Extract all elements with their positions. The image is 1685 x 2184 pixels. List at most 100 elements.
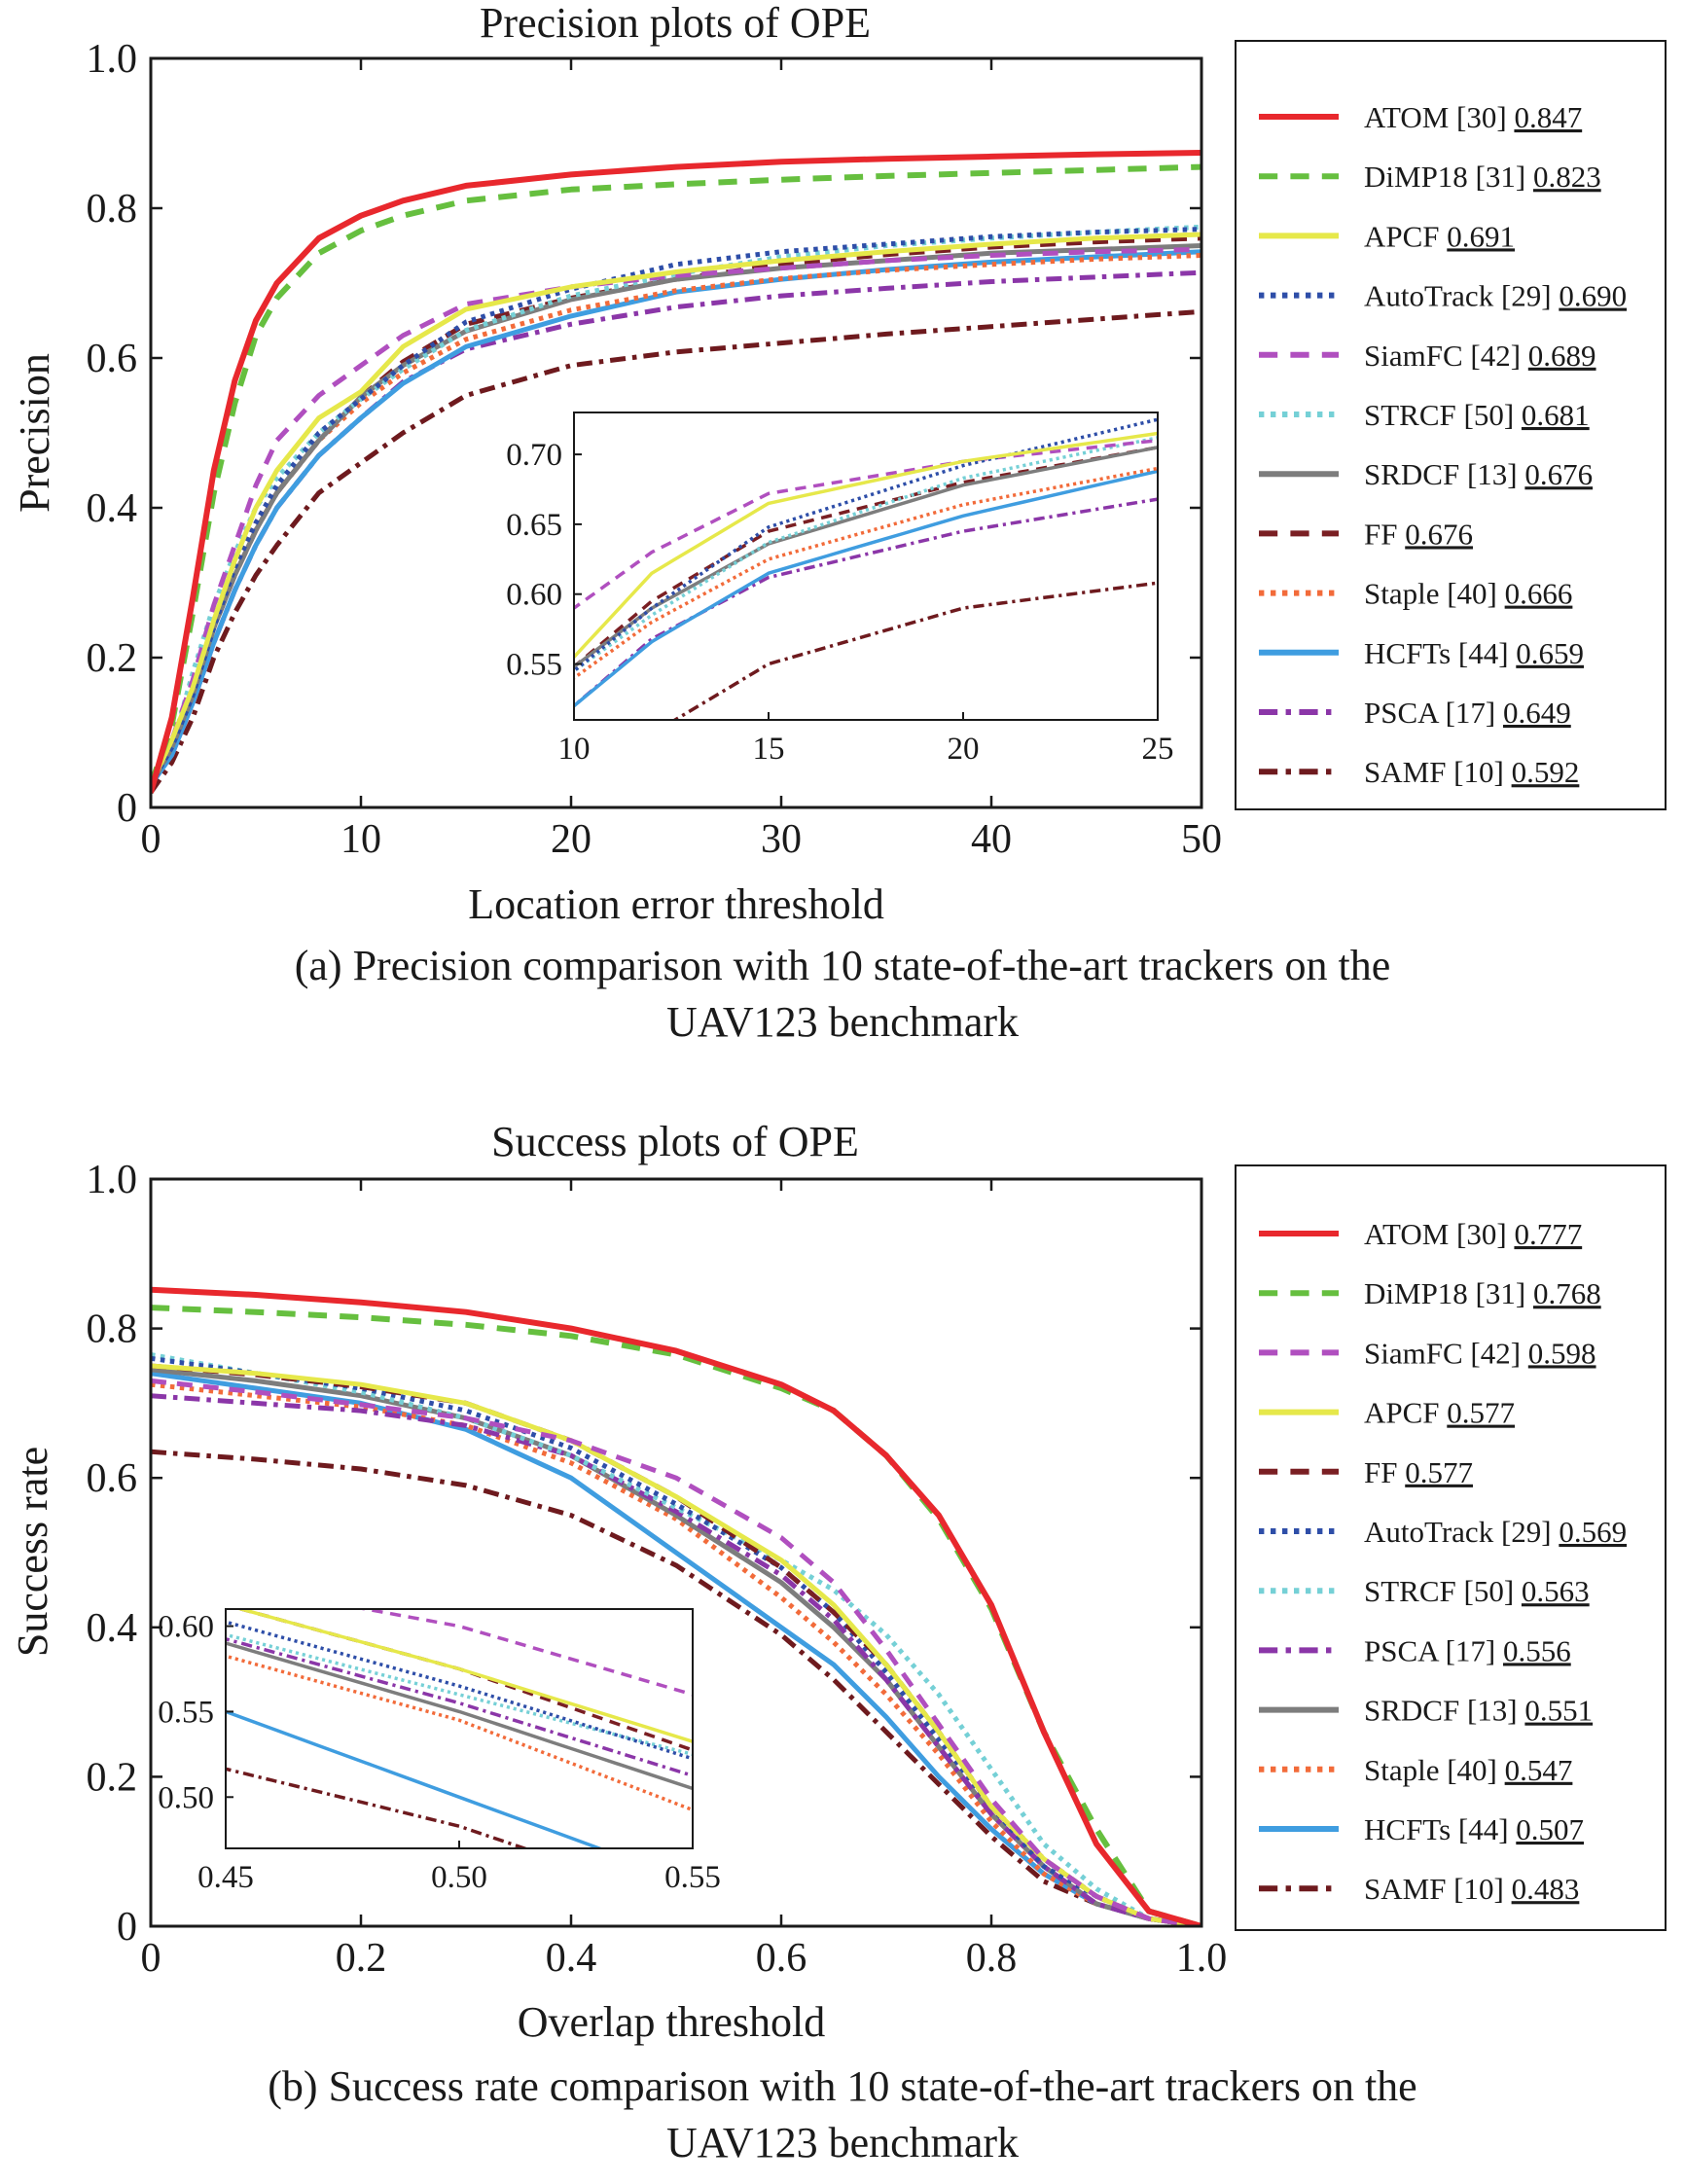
inset-line-hcfts [226,1709,605,1848]
inset-x-tick-label: 10 [558,732,591,767]
series-line-srdcf [151,1367,1201,1926]
legend-score: 0.483 [1512,1872,1580,1906]
series-line-hcfts [151,249,1201,787]
legend-label: APCF 0.691 [1364,219,1515,253]
legend-label: Staple [40] 0.666 [1364,577,1572,611]
legend-score: 0.691 [1447,219,1515,253]
legend-score: 0.598 [1528,1336,1596,1370]
caption-b-line2: UAV123 benchmark [665,2119,1020,2166]
chart-a-plot-area [151,150,1201,795]
y-tick-label: 0.6 [87,337,138,381]
legend-label: SRDCF [13] 0.551 [1364,1694,1593,1728]
inset-y-tick-label: 0.55 [158,1695,214,1730]
legend-item-apcf: APCF 0.691 [1259,219,1515,253]
y-tick-label: 0.4 [87,1606,138,1651]
legend-item-ff: FF 0.577 [1259,1455,1473,1489]
inset-y-tick-label: 0.60 [158,1610,214,1645]
legend-item-dimp18: DiMP18 [31] 0.768 [1259,1276,1601,1310]
legend-label: HCFTs [44] 0.659 [1364,636,1584,670]
x-tick-label: 0.6 [756,1936,807,1981]
x-tick-label: 10 [341,817,381,862]
legend-label: AutoTrack [29] 0.569 [1364,1515,1627,1549]
chart-a-ticks: 0 10 20 30 40 50 0 0.2 0.4 0.6 0.8 1.0 [87,37,1223,862]
legend-item-dimp18: DiMP18 [31] 0.823 [1259,160,1601,194]
x-tick-label: 40 [971,817,1012,862]
caption-a-line1: (a) Precision comparison with 10 state-o… [294,942,1391,989]
legend-label: HCFTs [44] 0.507 [1364,1812,1584,1846]
legend-item-atom: ATOM [30] 0.777 [1259,1217,1582,1251]
inset-y-tick-label: 0.70 [506,438,562,473]
legend-score: 0.563 [1522,1574,1590,1608]
legend-box [1235,40,1667,810]
series-line-siamfc [151,1378,1201,1926]
legend-score: 0.847 [1514,100,1582,134]
legend-item-samf: SAMF [10] 0.592 [1259,755,1579,789]
legend-score: 0.823 [1533,160,1601,194]
series-line-staple [151,253,1201,787]
inset-line-autotrack [574,417,1158,673]
legend-score: 0.777 [1514,1217,1582,1251]
chart-a-ylabel: Precision [11,353,58,513]
legend-label: DiMP18 [31] 0.823 [1364,160,1601,194]
legend-item-hcfts: HCFTs [44] 0.659 [1259,636,1584,670]
legend-score: 0.547 [1505,1753,1573,1787]
y-tick-label: 1.0 [87,1158,138,1202]
chart-a-title: Precision plots of OPE [480,0,871,47]
legend-label: STRCF [50] 0.563 [1364,1574,1590,1608]
legend-item-autotrack: AutoTrack [29] 0.569 [1259,1515,1627,1549]
legend-label: DiMP18 [31] 0.768 [1364,1276,1601,1310]
legend-label: ATOM [30] 0.847 [1364,100,1582,134]
x-tick-label: 0.2 [336,1936,387,1981]
chart-b-xlabel: Overlap threshold [518,1998,825,2046]
x-tick-label: 0 [141,1936,161,1981]
legend-score: 0.556 [1503,1633,1571,1667]
legend-item-hcfts: HCFTs [44] 0.507 [1259,1812,1584,1846]
inset-line-ff [574,446,1158,669]
legend-item-psca: PSCA [17] 0.649 [1259,696,1571,730]
inset-x-tick-label: 20 [948,732,980,767]
y-tick-label: 0.4 [87,486,138,531]
legend-score: 0.592 [1512,755,1580,789]
legend-label: STRCF [50] 0.681 [1364,398,1590,432]
legend-score: 0.507 [1516,1812,1584,1846]
y-tick-label: 1.0 [87,37,138,82]
y-tick-label: 0 [117,1905,137,1950]
legend-score: 0.569 [1559,1515,1627,1549]
inset-x-tick-label: 0.50 [431,1860,487,1895]
legend-label: SiamFC [42] 0.598 [1364,1336,1596,1370]
legend-item-samf: SAMF [10] 0.483 [1259,1872,1579,1906]
legend-item-psca: PSCA [17] 0.556 [1259,1633,1571,1667]
chart-b-ylabel: Success rate [9,1447,56,1657]
inset-line-apcf [234,1609,693,1744]
series-line-samf [151,1449,1201,1926]
chart-b-legend: ATOM [30] 0.777 DiMP18 [31] 0.768 SiamFC [… [1235,1164,1667,1931]
x-tick-label: 1.0 [1176,1936,1228,1981]
caption-a: (a) Precision comparison with 10 state-o… [0,938,1685,1051]
legend-score: 0.659 [1516,636,1584,670]
y-tick-label: 0.2 [87,1755,138,1800]
legend-item-atom: ATOM [30] 0.847 [1259,100,1582,134]
y-tick-label: 0.6 [87,1456,138,1501]
series-line-atom [151,150,1201,794]
legend-item-siamfc: SiamFC [42] 0.598 [1259,1336,1596,1370]
inset-y-tick-label: 0.60 [506,578,562,613]
inset-line-apcf [574,431,1158,660]
x-tick-label: 0.8 [966,1936,1018,1981]
chart-b-axes-frame [149,1177,1203,1928]
inset-x-tick-label: 0.45 [197,1860,254,1895]
x-tick-label: 0 [141,817,161,862]
series-line-atom [151,1286,1201,1926]
chart-a-legend: ATOM [30] 0.847 DiMP18 [31] 0.823 APCF 0.6… [1235,40,1667,810]
legend-label: APCF 0.577 [1364,1396,1515,1430]
inset-line-srdcf [574,446,1158,669]
inset-line-psca [574,497,1158,708]
legend-score: 0.577 [1447,1396,1515,1430]
series-line-siamfc [151,246,1201,786]
legend-item-strcf: STRCF [50] 0.681 [1259,398,1590,432]
legend-label: ATOM [30] 0.777 [1364,1217,1582,1251]
legend-score: 0.689 [1528,339,1596,373]
chart-b-ticks: 0 0.2 0.4 0.6 0.8 1.0 0 0.2 0.4 0.6 0.8 1.0 [87,1158,1228,1981]
series-line-samf [151,308,1201,795]
legend-label: PSCA [17] 0.649 [1364,696,1571,730]
series-line-dimp18 [151,163,1201,786]
